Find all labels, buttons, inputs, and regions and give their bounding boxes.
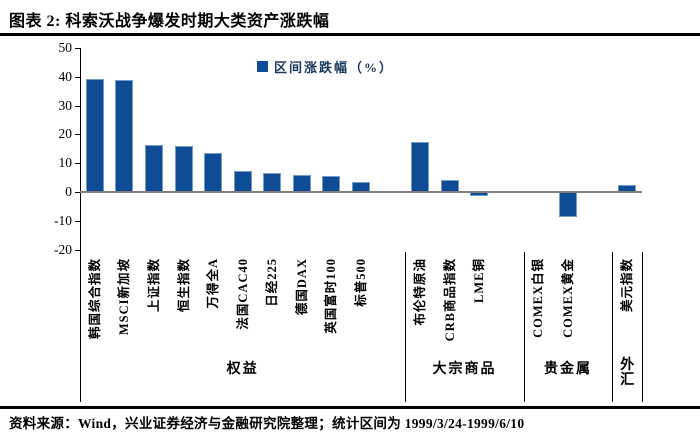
y-axis-tick-mark [75,163,80,165]
category-label: 布伦特原油 [413,258,428,326]
category-label: CRB商品指数 [442,258,457,342]
source-note: 资料来源：Wind，兴业证券经济与金融研究院整理；统计区间为 1999/3/24… [9,416,525,431]
bar [322,176,341,192]
bar [204,153,223,192]
y-axis-tick-mark [75,48,80,49]
category-label: 美元指数 [620,258,635,313]
category-label: 英国富时100 [324,258,339,334]
y-axis-tick-mark [75,249,80,251]
y-axis-tick-label: 0 [65,184,72,199]
legend-label: 区间涨跌幅（%） [274,60,395,75]
chart-legend: 区间涨跌幅（%） [257,57,394,76]
bar [618,184,637,192]
group-label: 贵金属 [544,362,593,377]
y-axis-tick-label: 20 [58,126,73,142]
group-label: 外汇 [620,358,635,388]
bar [85,78,104,192]
footer-divider [0,406,700,409]
y-axis-tick-label: -20 [54,241,72,257]
category-label: 万得全A [206,258,221,309]
bar [263,172,282,192]
y-axis-tick-label: -10 [54,212,72,228]
plot-right-border [642,252,643,402]
y-axis-tick-label: 10 [58,155,73,171]
legend-swatch-icon [257,61,268,72]
group-separator [405,252,407,402]
bar-chart: 区间涨跌幅（%） 50 40 30 20 10 0 -10 -20 韩国综合指数 MSCI新加坡上… [0,36,700,406]
bar [411,141,430,192]
bar [440,180,459,192]
title-divider [0,33,700,36]
category-label: 日经225 [265,258,280,307]
y-axis-tick-mark [75,76,80,78]
y-axis-tick-mark [75,134,80,136]
y-axis-tick-mark [75,192,80,193]
y-axis-line [80,48,81,402]
y-axis-tick-label: 30 [58,97,73,113]
category-label: 韩国综合指数 [87,258,102,340]
chart-header: 图表 2: 科索沃战争爆发时期大类资产涨跌幅 [0,0,700,36]
y-axis-tick-label: 50 [58,40,73,55]
bar [470,192,489,197]
bar [174,145,193,192]
bar [352,182,370,192]
category-label: MSCI新加坡 [117,258,132,336]
bar [559,192,578,217]
bar [292,175,311,192]
category-label: 德国DAX [294,258,309,316]
group-separator [523,252,525,402]
category-label: 恒生指数 [176,258,191,313]
group-label: 权益 [226,362,259,377]
category-label: COMEX白银 [531,258,546,338]
bar [144,144,163,192]
category-label: 法国CAC40 [235,258,250,330]
y-axis-tick-label: 40 [58,68,73,84]
chart-title: 图表 2: 科索沃战争爆发时期大类资产涨跌幅 [9,13,330,30]
bar [115,79,134,192]
group-label: 大宗商品 [432,362,497,377]
bar [233,171,252,192]
category-label: COMEX黄金 [561,258,576,338]
zero-axis-line [80,191,642,193]
y-axis-tick-mark [75,105,80,107]
y-axis-tick-mark [75,220,80,222]
group-separator [612,252,614,402]
category-label: 标普500 [354,258,368,307]
category-label: LME铜 [472,258,487,303]
category-label: 上证指数 [146,258,161,313]
